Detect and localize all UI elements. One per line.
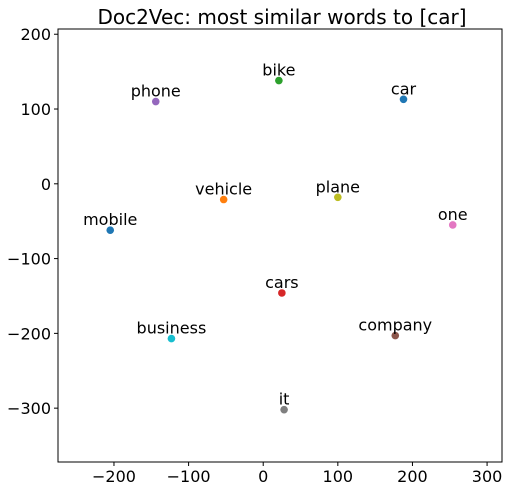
point-label-company: company — [358, 316, 432, 335]
x-tick-label: 300 — [472, 467, 503, 486]
data-point-vehicle — [219, 195, 228, 204]
y-axis: 200 100 0 −100 −200 −300 — [7, 25, 58, 418]
y-tick-label: −100 — [7, 250, 51, 269]
x-tick-label: 100 — [323, 467, 354, 486]
data-point-phone — [151, 97, 160, 106]
y-tick-label: 0 — [41, 175, 51, 194]
point-label-vehicle: vehicle — [195, 180, 252, 199]
point-label-plane: plane — [316, 177, 360, 196]
data-point-cars — [278, 289, 286, 297]
data-points: car vehicle bike cars phone company one it plane… — [83, 61, 468, 414]
point-label-cars: cars — [265, 273, 299, 292]
chart-title: Doc2Vec: most similar words to [car] — [97, 5, 466, 29]
data-point-one — [448, 221, 457, 229]
x-tick-label: 0 — [258, 467, 268, 486]
point-label-phone: phone — [131, 82, 181, 101]
data-point-it — [280, 405, 288, 414]
point-label-car: car — [391, 79, 417, 98]
x-tick-label: −200 — [92, 467, 136, 486]
y-tick-label: 100 — [20, 100, 51, 119]
point-label-mobile: mobile — [83, 210, 137, 229]
point-label-business: business — [137, 319, 207, 338]
x-tick-label: 200 — [397, 467, 428, 486]
data-point-car — [399, 95, 408, 104]
y-tick-label: 200 — [20, 25, 51, 44]
data-point-mobile — [106, 226, 115, 234]
data-point-bike — [275, 76, 283, 85]
point-label-bike: bike — [262, 61, 295, 80]
x-tick-label: −100 — [167, 467, 211, 486]
data-point-plane — [334, 193, 342, 202]
point-label-it: it — [279, 390, 290, 409]
x-axis: −200 −100 0 100 200 300 — [92, 462, 502, 486]
y-tick-label: −200 — [7, 324, 51, 343]
data-point-business — [167, 334, 176, 343]
y-tick-label: −300 — [7, 399, 51, 418]
data-point-company — [391, 331, 400, 340]
plot-area-frame — [57, 28, 503, 463]
point-label-one: one — [438, 205, 468, 224]
